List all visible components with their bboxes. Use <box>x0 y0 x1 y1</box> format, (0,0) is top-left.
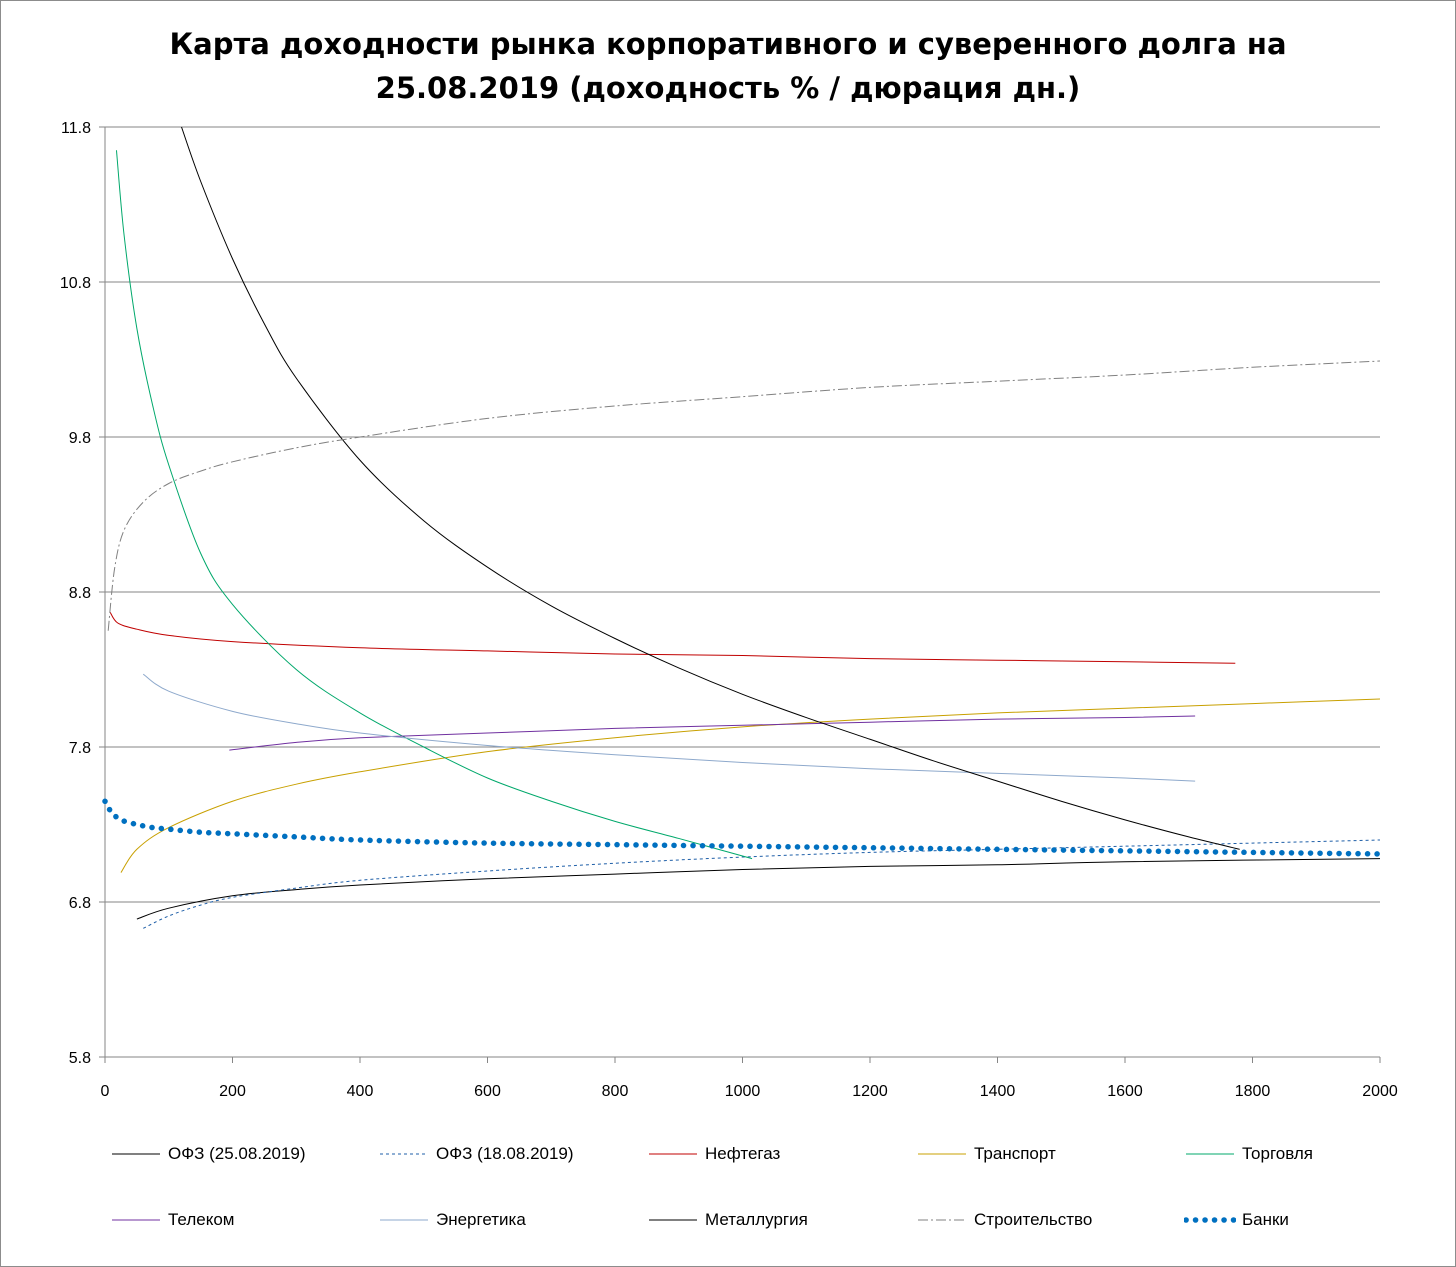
x-tick-label-3: 600 <box>474 1083 501 1100</box>
series-line-7 <box>181 126 1240 850</box>
y-tick-label-2: 7.8 <box>69 740 91 757</box>
series-line-3 <box>120 698 1381 873</box>
x-tick-label-7: 1400 <box>980 1083 1016 1100</box>
series-line-2 <box>109 611 1236 664</box>
x-tick-label-4: 800 <box>602 1083 629 1100</box>
x-tick-label-0: 0 <box>101 1083 110 1100</box>
y-tick-label-1: 6.8 <box>69 895 91 912</box>
series-line-8 <box>107 360 1381 631</box>
series-line-9 <box>102 798 1383 857</box>
x-tick-label-8: 1600 <box>1107 1083 1143 1100</box>
x-tick-label-9: 1800 <box>1235 1083 1271 1100</box>
y-tick-label-4: 9.8 <box>69 430 91 447</box>
chart-title-line-2: 25.08.2019 (доходность % / дюрация дн.) <box>375 71 1081 105</box>
y-tick-label-6: 11.8 <box>61 120 91 137</box>
x-tick-label-6: 1200 <box>852 1083 888 1100</box>
y-tick-label-3: 8.8 <box>69 585 91 602</box>
series-lines <box>102 126 1383 929</box>
series-line-4 <box>115 150 753 860</box>
y-tick-label-5: 10.8 <box>60 275 91 292</box>
grid-lines <box>105 126 1380 1058</box>
series-line-6 <box>142 673 1196 782</box>
x-tick-label-2: 400 <box>347 1083 374 1100</box>
y-tick-label-0: 5.8 <box>69 1050 91 1067</box>
series-line-0 <box>136 858 1381 920</box>
tick-labels: 5.8 6.8 7.8 8.8 9.8 10.8 11.8 0 200 400 600 800 1000… <box>60 120 1398 1100</box>
x-tick-label-10: 2000 <box>1362 1083 1398 1100</box>
x-tick-label-5: 1000 <box>725 1083 761 1100</box>
chart-title: Карта доходности рынка корпоративного и … <box>0 22 1456 110</box>
x-tick-label-1: 200 <box>219 1083 246 1100</box>
series-line-5 <box>229 715 1196 751</box>
series-line-1 <box>143 839 1381 929</box>
axes <box>99 126 1381 1063</box>
chart-title-line-1: Карта доходности рынка корпоративного и … <box>169 27 1287 61</box>
